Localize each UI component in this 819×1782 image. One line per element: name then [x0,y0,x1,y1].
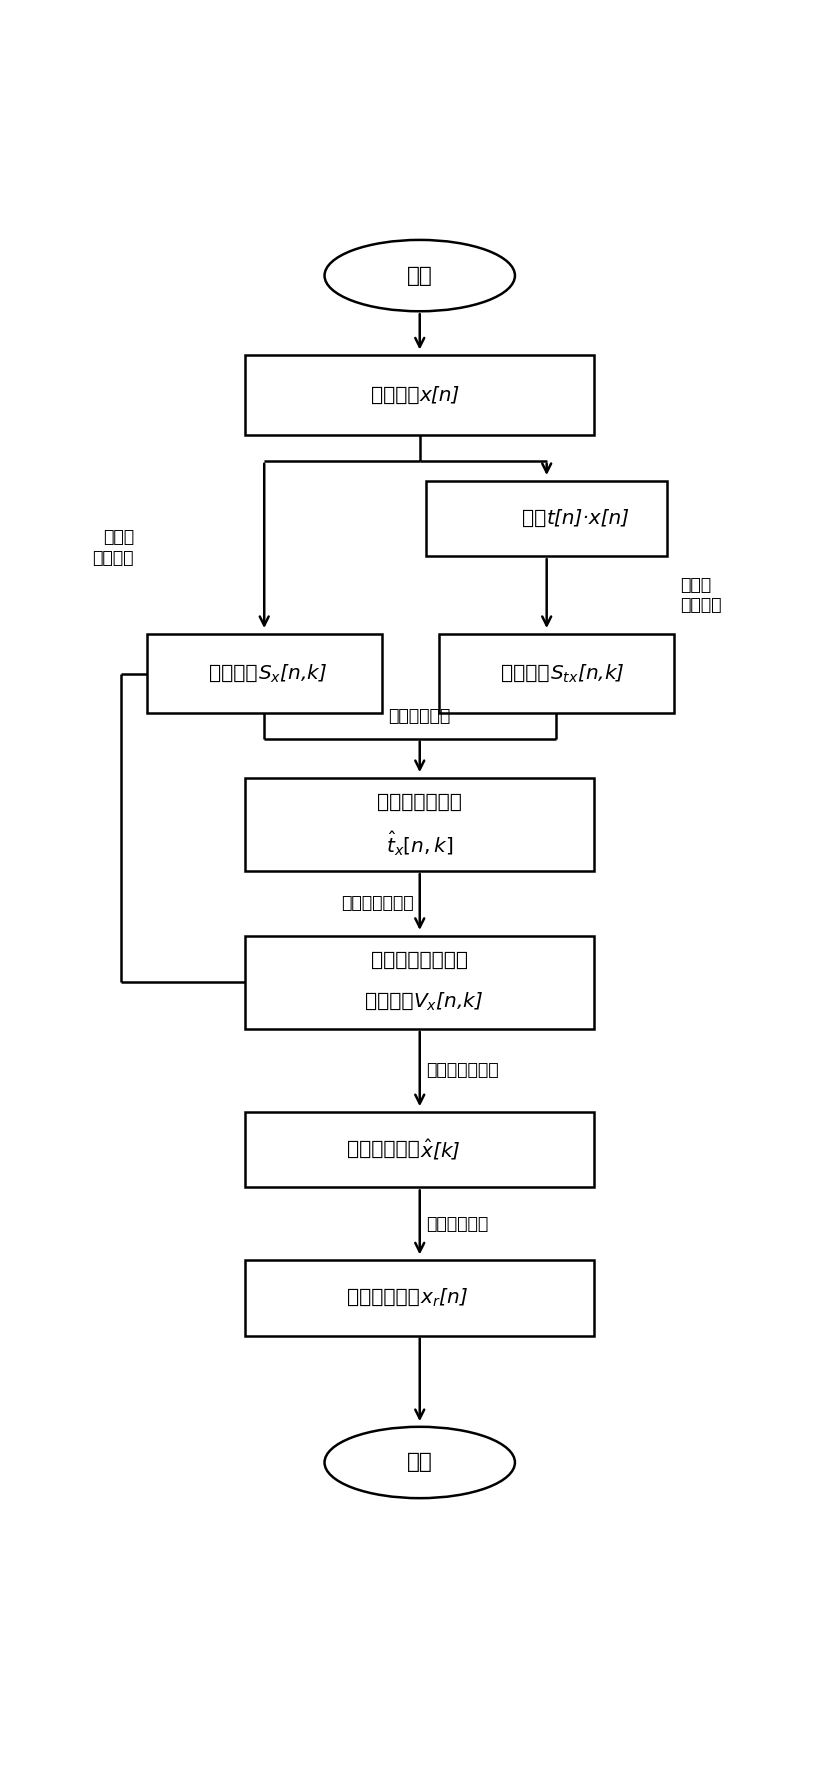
Text: t[n]·x[n]: t[n]·x[n] [547,510,630,527]
Bar [245,1112,595,1187]
Text: 开始: 开始 [407,266,432,285]
Text: $S_x$[n,k]: $S_x$[n,k] [258,663,327,684]
Text: $\hat{x}$[k]: $\hat{x}$[k] [420,1137,460,1162]
Text: 时频重排压缩变换: 时频重排压缩变换 [371,952,468,969]
Text: x[n]: x[n] [420,385,460,405]
Bar [245,936,595,1028]
Text: 重构时域信号: 重构时域信号 [347,1288,420,1308]
Bar [245,777,595,871]
Text: 相除并取实部: 相除并取实部 [388,707,451,725]
Text: 结束: 结束 [407,1452,432,1472]
Bar [147,634,382,713]
Text: 短时傅
里叶变换: 短时傅 里叶变换 [93,527,134,567]
Bar [245,1260,595,1335]
Text: 沿时间方向累加: 沿时间方向累加 [426,1062,499,1080]
Text: 沿时间方向重排: 沿时间方向重排 [341,895,414,912]
Bar [426,481,667,556]
Text: 时频矩阵: 时频矩阵 [365,993,414,1010]
Text: 重构频域信号: 重构频域信号 [347,1140,420,1158]
Bar [245,355,595,435]
Text: 群延时估计算子: 群延时估计算子 [378,793,462,813]
Text: 测量信号: 测量信号 [371,385,420,405]
Text: 时频矩阵: 时频矩阵 [210,665,258,683]
Bar [439,634,674,713]
Text: $S_{tx}$[n,k]: $S_{tx}$[n,k] [550,663,625,684]
Text: $V_x$[n,k]: $V_x$[n,k] [414,991,483,1012]
Text: 傅里叶反变换: 傅里叶反变换 [426,1215,488,1233]
Text: 短时傅
里叶变换: 短时傅 里叶变换 [680,576,722,615]
Text: 时频矩阵: 时频矩阵 [501,665,550,683]
Text: $x_r$[n]: $x_r$[n] [420,1287,468,1310]
Text: 信号: 信号 [523,510,547,527]
Text: $\hat{t}_x[n,k]$: $\hat{t}_x[n,k]$ [386,829,454,857]
